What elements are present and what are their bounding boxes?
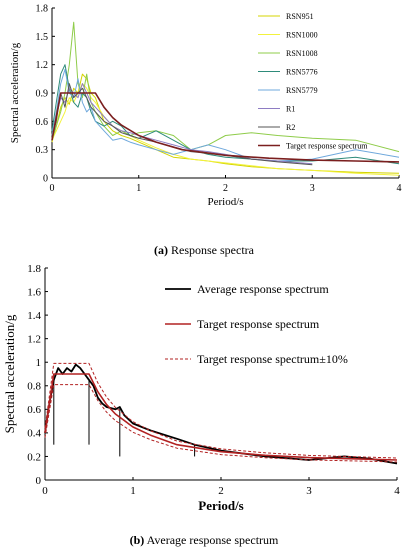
a-legend-label: R2 [286, 123, 295, 132]
a-series-line-5 [51, 83, 313, 165]
b-y-tick-label: 1 [36, 357, 42, 369]
a-legend-label: R1 [286, 104, 295, 113]
b-y-tick-label: 0.6 [27, 404, 41, 416]
b-y-tick-label: 1.4 [27, 310, 41, 322]
b-y-tick-label: 0.2 [27, 451, 41, 463]
b-y-tick-label: 1.8 [27, 263, 41, 275]
b-x-tick-label: 0 [42, 485, 48, 497]
b-legend-label: Target response spectrum [197, 317, 320, 331]
a-x-tick-label: 1 [136, 183, 141, 194]
a-y-tick-label: 0.9 [36, 89, 49, 100]
b-y-tick-label: 0 [36, 475, 42, 487]
a-legend-label: RSN5776 [286, 67, 318, 76]
a-y-tick-label: 0 [43, 174, 48, 185]
caption-b-tag: (b) [129, 533, 145, 547]
a-legend-label: RSN1008 [286, 49, 318, 58]
a-x-tick-label: 3 [310, 183, 315, 194]
b-x-tick-label: 2 [218, 485, 224, 497]
b-legend-label: Average response spectrum [197, 282, 329, 296]
b-x-tick-label: 3 [306, 485, 312, 497]
b-series-line-1 [44, 373, 398, 461]
a-y-tick-label: 1.2 [36, 60, 49, 71]
a-y-tick-label: 1.8 [36, 4, 49, 15]
b-y-tick-label: 1.6 [27, 286, 41, 298]
b-x-tick-label: 1 [130, 485, 136, 497]
b-y-tick-label: 0.8 [27, 381, 41, 393]
a-series-line-6 [51, 83, 313, 166]
b-x-axis-label: Period/s [198, 498, 244, 513]
a-y-tick-label: 0.6 [36, 117, 49, 128]
a-legend-label: RSN951 [286, 12, 314, 21]
b-x-tick-label: 4 [394, 485, 400, 497]
a-x-axis-label: Period/s [207, 196, 243, 208]
caption-a-text: Response spectra [168, 243, 254, 257]
response-spectra-chart: 0 1 2 3 4 0 0.3 0.6 0.9 1.2 1.5 1.8 Period/s Spectral… [9, 4, 402, 209]
a-x-tick-label: 2 [223, 183, 228, 194]
b-series-line-2 [44, 362, 398, 459]
a-series-line-2 [51, 21, 400, 153]
b-series-line-3 [44, 384, 398, 463]
caption-b: (b) Average response spectrum [0, 533, 408, 548]
a-y-axis-label: Spectral acceleration/g [9, 42, 21, 143]
a-x-tick-label: 4 [397, 183, 402, 194]
b-y-tick-label: 1.2 [27, 334, 41, 346]
a-y-tick-label: 1.5 [36, 32, 49, 43]
a-legend-label: RSN5779 [286, 86, 318, 95]
a-legend-label: Target response spectrum [286, 141, 368, 150]
b-legend-label: Target response spectrum±10% [197, 352, 348, 366]
b-y-axis-label: Spectral acceleration/g [2, 314, 17, 433]
a-legend-label: RSN1000 [286, 30, 318, 39]
a-series-line-7 [51, 92, 400, 163]
a-y-tick-label: 0.3 [36, 145, 49, 156]
caption-b-text: Average response spectrum [144, 533, 279, 547]
average-response-spectrum-chart: 0 1 2 3 4 0 0.2 0.4 0.6 0.8 1 1.2 1.4 1.6 1.8 Period/s S… [2, 263, 400, 513]
caption-a: (a) Response spectra [0, 243, 408, 258]
caption-a-tag: (a) [154, 243, 168, 257]
a-x-tick-label: 0 [50, 183, 55, 194]
b-y-tick-label: 0.4 [27, 428, 41, 440]
